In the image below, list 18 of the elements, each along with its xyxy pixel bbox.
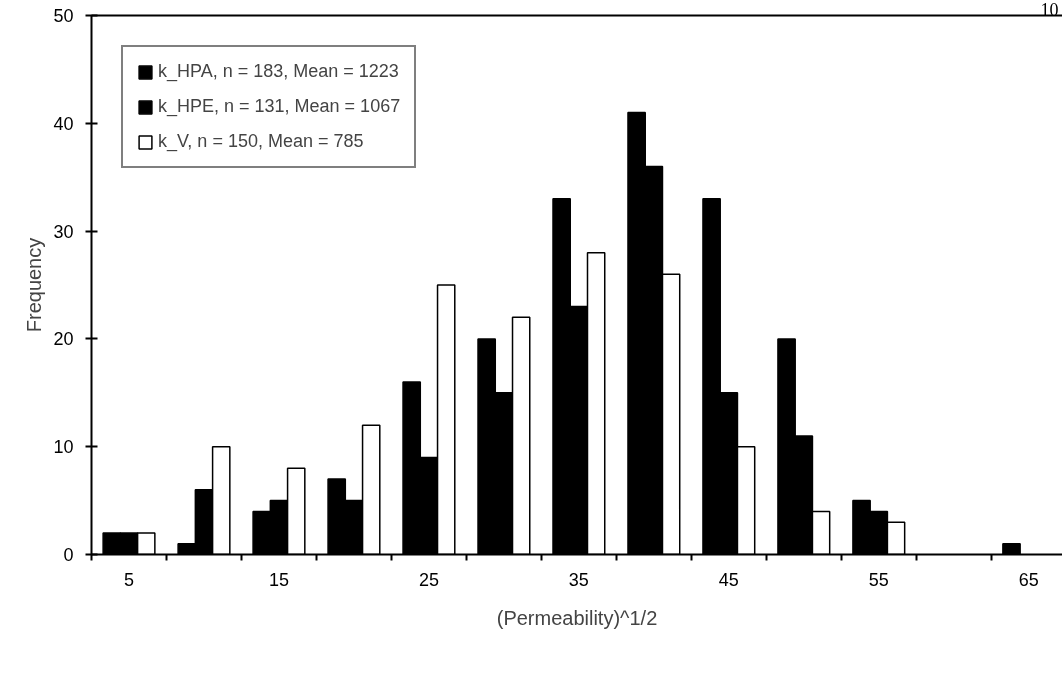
y-tick-label: 50 <box>53 6 74 26</box>
y-tick-label: 40 <box>53 113 74 134</box>
x-tick-label: 55 <box>868 569 889 590</box>
legend-label: k_V, n = 150, Mean = 785 <box>158 131 364 152</box>
y-tick-label: 30 <box>53 221 74 242</box>
y-tick-label: 0 <box>63 545 74 565</box>
x-tick-label: 15 <box>268 569 289 590</box>
x-tick-label: 5 <box>123 569 134 590</box>
x-tick-label: 65 <box>1018 569 1039 590</box>
x-axis-title: (Permeability)^1/2 <box>496 606 658 629</box>
y-tick-label: 10 <box>53 437 74 458</box>
y-tick-label: 20 <box>53 329 74 350</box>
y-axis-title: Frequency <box>23 237 46 333</box>
x-tick-label: 35 <box>568 569 589 590</box>
legend-label: k_HPE, n = 131, Mean = 1067 <box>158 96 401 117</box>
legend-label: k_HPA, n = 183, Mean = 1223 <box>158 61 399 82</box>
x-tick-label: 25 <box>418 569 439 590</box>
x-tick-label: 45 <box>718 569 739 590</box>
